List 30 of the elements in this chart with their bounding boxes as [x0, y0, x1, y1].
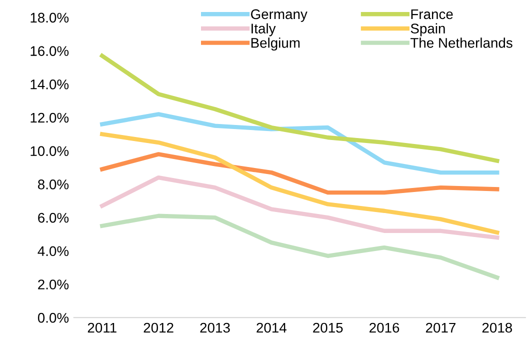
line-series [100, 214, 500, 280]
legend-label: Belgium [251, 38, 300, 51]
legend-label: France [411, 9, 453, 20]
legend-label: The Netherlands [410, 38, 512, 48]
y-tick-label: 12.0% [30, 112, 69, 123]
y-tick-label: 18.0% [30, 12, 69, 23]
x-tick-label: 2011 [88, 322, 116, 333]
line-series [100, 152, 500, 195]
y-tick-label: 6.0% [38, 212, 69, 223]
y-tick-label: 10.0% [30, 146, 69, 156]
legend-label: Germany [250, 9, 308, 22]
line-series [100, 175, 500, 240]
y-tick-label: 16.0% [30, 46, 69, 56]
y-tick-label: 8.0% [38, 180, 69, 190]
x-tick-label: 2017 [426, 322, 456, 333]
x-tick-label: 2015 [313, 322, 343, 333]
x-tick-label: 2013 [200, 322, 230, 333]
line-series [100, 112, 500, 175]
line-series [100, 54, 500, 163]
y-tick-label: 2.0% [38, 280, 69, 290]
legend-label: Spain [410, 23, 445, 36]
y-tick-label: 14.0% [30, 79, 69, 90]
x-tick-label: 2018 [482, 322, 512, 333]
line-series [100, 132, 500, 235]
legend-label: Italy [252, 23, 276, 36]
x-tick-label: 2012 [144, 322, 174, 333]
y-tick-label: 4.0% [38, 246, 69, 256]
x-tick-label: 2014 [256, 322, 286, 333]
x-tick-label: 2016 [370, 322, 400, 333]
y-tick-label: 0.0% [38, 312, 69, 323]
